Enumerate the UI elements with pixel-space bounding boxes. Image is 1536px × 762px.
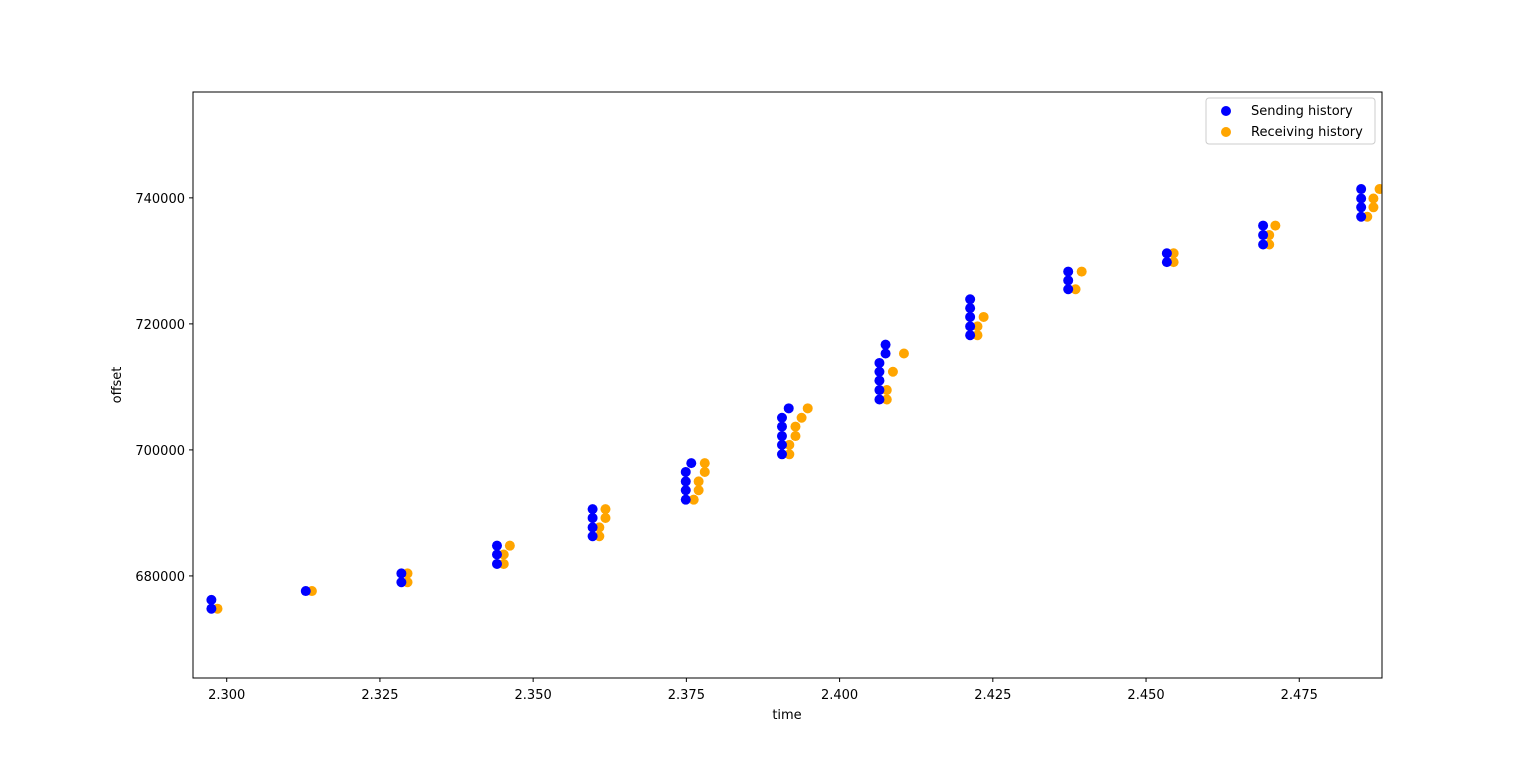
sending-point: [776, 449, 787, 460]
receiving-point: [1076, 266, 1087, 277]
receiving-point: [881, 394, 892, 405]
sending-point: [396, 568, 407, 579]
sending-point: [874, 366, 885, 377]
receiving-point: [790, 431, 801, 442]
receiving-point: [898, 348, 909, 359]
x-tick-label: 2.300: [208, 688, 245, 703]
receiving-point: [802, 403, 813, 414]
points-layer: [206, 184, 1382, 614]
receiving-point: [600, 512, 611, 523]
sending-point: [965, 330, 976, 341]
x-tick-label: 2.400: [821, 688, 858, 703]
receiving-point: [978, 311, 989, 322]
sending-point: [965, 311, 976, 322]
receiving-point: [693, 485, 704, 496]
legend-marker-receiving: [1221, 127, 1231, 137]
sending-point: [680, 466, 691, 477]
sending-point: [776, 439, 787, 450]
receiving-point: [1070, 284, 1081, 295]
legend-box: [1205, 97, 1376, 145]
y-tick-label: 740000: [135, 192, 185, 207]
x-axis-label: time: [772, 708, 801, 723]
x-axis: 2.300 2.325 2.350 2.375 2.400 2.425 2.450 2.475: [208, 678, 1318, 703]
sending-point: [491, 558, 502, 569]
receiving-point: [699, 466, 710, 477]
receiving-point: [693, 476, 704, 487]
x-tick-label: 2.375: [668, 688, 705, 703]
sending-point: [1063, 275, 1074, 286]
sending-point: [880, 348, 891, 359]
sending-point: [1356, 211, 1367, 222]
plot-frame: [192, 91, 1383, 679]
sending-point: [874, 375, 885, 386]
sending-point: [587, 531, 598, 542]
sending-point: [874, 394, 885, 405]
sending-point: [1161, 257, 1172, 268]
sending-point: [1258, 230, 1269, 241]
sending-point: [776, 421, 787, 432]
sending-point: [491, 549, 502, 560]
receiving-point: [1374, 184, 1382, 195]
sending-point: [776, 412, 787, 423]
receiving-point: [1270, 220, 1281, 231]
sending-point: [680, 485, 691, 496]
sending-point: [1161, 248, 1172, 259]
x-tick-label: 2.450: [1127, 688, 1164, 703]
sending-point: [776, 431, 787, 442]
receiving-point: [504, 540, 515, 551]
receiving-point: [796, 412, 807, 423]
sending-point: [587, 522, 598, 533]
receiving-point: [1368, 202, 1379, 213]
sending-point: [680, 494, 691, 505]
x-tick-label: 2.350: [515, 688, 552, 703]
receiving-point: [790, 421, 801, 432]
receiving-point: [688, 494, 699, 505]
sending-point: [1356, 202, 1367, 213]
y-tick-label: 700000: [135, 444, 185, 459]
sending-point: [1356, 193, 1367, 204]
sending-point: [783, 403, 794, 414]
receiving-point: [881, 385, 892, 396]
sending-point: [300, 586, 311, 597]
sending-point: [686, 458, 697, 469]
sending-point: [206, 603, 217, 614]
receiving-point: [600, 504, 611, 515]
sending-point: [874, 385, 885, 396]
receiving-point: [1368, 193, 1379, 204]
sending-point: [206, 594, 217, 605]
x-tick-label: 2.325: [361, 688, 398, 703]
x-tick-label: 2.425: [974, 688, 1011, 703]
receiving-point: [972, 321, 983, 332]
receiving-point: [972, 330, 983, 341]
sending-point: [396, 577, 407, 588]
sending-point: [965, 321, 976, 332]
y-tick-label: 680000: [135, 570, 185, 585]
sending-point: [587, 512, 598, 523]
legend-marker-sending: [1221, 106, 1231, 116]
sending-point: [965, 303, 976, 314]
receiving-point: [784, 439, 795, 450]
sending-point: [1356, 184, 1367, 195]
legend: Sending history Receiving history: [1205, 97, 1376, 145]
y-axis: 680000 700000 720000 740000: [135, 192, 193, 585]
legend-label-receiving: Receiving history: [1251, 125, 1363, 140]
sending-point: [1258, 220, 1269, 231]
sending-point: [680, 476, 691, 487]
sending-point: [965, 294, 976, 305]
legend-label-sending: Sending history: [1251, 104, 1353, 119]
sending-point: [491, 540, 502, 551]
sending-point: [874, 357, 885, 368]
receiving-point: [784, 449, 795, 460]
receiving-point: [699, 458, 710, 469]
y-axis-label: offset: [110, 367, 125, 404]
y-tick-label: 720000: [135, 318, 185, 333]
sending-point: [1063, 266, 1074, 277]
sending-point: [587, 504, 598, 515]
sending-point: [1258, 239, 1269, 250]
x-tick-label: 2.475: [1281, 688, 1318, 703]
sending-point: [880, 339, 891, 350]
receiving-point: [887, 366, 898, 377]
sending-point: [1063, 284, 1074, 295]
